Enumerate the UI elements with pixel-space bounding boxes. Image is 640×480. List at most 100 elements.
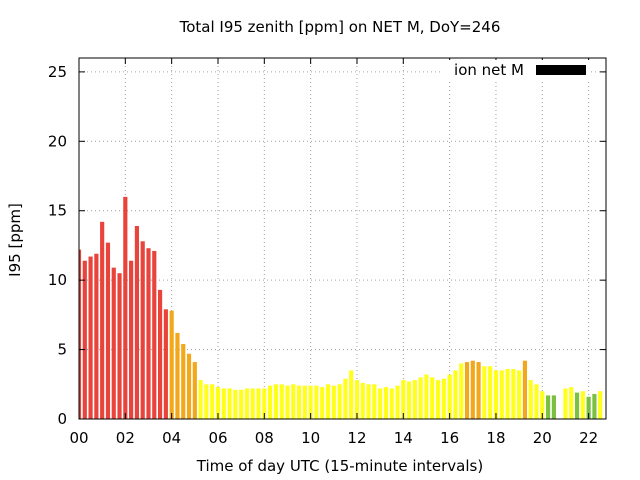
bar	[592, 394, 597, 419]
bar	[372, 384, 377, 419]
bar	[540, 391, 545, 419]
legend-label: ion net M	[454, 61, 524, 79]
bar	[79, 249, 82, 419]
bar	[534, 384, 539, 419]
bar	[412, 380, 417, 419]
bar	[140, 241, 145, 419]
bar	[100, 221, 105, 419]
bar	[210, 384, 215, 419]
bars	[79, 196, 603, 419]
bar	[250, 388, 255, 419]
bar	[366, 384, 371, 419]
bar	[476, 362, 481, 419]
bar	[291, 384, 296, 419]
bar	[233, 389, 238, 419]
bar	[296, 385, 302, 419]
bar	[354, 380, 360, 419]
bar	[215, 387, 221, 419]
y-axis-label: I95 [ppm]	[6, 203, 24, 277]
bar	[163, 309, 168, 419]
bar	[517, 370, 522, 419]
bar	[157, 289, 163, 419]
bar	[563, 388, 568, 419]
bar	[383, 387, 389, 419]
x-tick-label: 20	[533, 429, 552, 447]
bar	[129, 260, 134, 419]
bar	[580, 391, 585, 419]
bar	[105, 242, 111, 419]
bar	[337, 384, 342, 419]
chart-title: Total I95 zenith [ppm] on NET M, DoY=246	[179, 18, 501, 36]
bar	[569, 387, 574, 419]
bar	[186, 353, 192, 419]
bar	[325, 384, 331, 419]
bar	[221, 388, 226, 419]
bar	[499, 370, 504, 419]
grid	[79, 58, 606, 419]
bar	[146, 248, 151, 419]
bar	[464, 362, 470, 419]
legend: ion net M	[440, 60, 590, 80]
bar	[528, 380, 533, 419]
bar	[244, 388, 250, 419]
bar	[204, 384, 209, 419]
legend-swatch	[536, 65, 586, 75]
bar	[285, 385, 290, 419]
x-tick-label: 18	[486, 429, 505, 447]
y-tick-label: 25	[48, 63, 67, 81]
x-tick-label: 04	[162, 429, 181, 447]
bar	[488, 366, 493, 419]
bar	[505, 369, 510, 419]
y-tick-label: 15	[48, 202, 67, 220]
bar	[94, 253, 99, 419]
bar	[349, 370, 354, 419]
bar	[302, 385, 307, 419]
x-tick-label: 10	[301, 429, 320, 447]
bar	[401, 380, 406, 419]
bar	[470, 360, 475, 419]
y-tick-label: 20	[48, 132, 67, 150]
bar	[134, 226, 139, 419]
x-tick-label: 12	[347, 429, 366, 447]
bar	[175, 332, 180, 419]
bar	[88, 256, 93, 419]
x-tick-label: 08	[255, 429, 274, 447]
bar	[227, 388, 232, 419]
bar	[598, 391, 603, 419]
x-tick-label: 14	[394, 429, 413, 447]
bar	[256, 388, 261, 419]
axis-ticks: 00 02 04 06 08 10 12 14 16 18 20 22 0 5 10 15 20 25	[48, 58, 606, 447]
bar	[511, 369, 516, 419]
y-tick-label: 5	[57, 341, 67, 359]
x-tick-label: 02	[116, 429, 135, 447]
bar	[273, 384, 278, 419]
bar	[331, 385, 336, 419]
bar	[407, 381, 412, 419]
bar	[360, 382, 365, 419]
bar	[389, 388, 394, 419]
bar	[522, 360, 528, 419]
bar	[123, 196, 128, 419]
bar	[418, 377, 423, 419]
bar	[239, 389, 244, 419]
bar	[447, 374, 452, 419]
bar	[198, 380, 203, 419]
bar	[169, 310, 174, 419]
bar	[453, 370, 458, 419]
bar	[181, 344, 186, 419]
bar	[320, 387, 325, 419]
plot-frame	[78, 57, 607, 420]
bar	[586, 396, 591, 419]
y-tick-label: 10	[48, 271, 67, 289]
bar	[424, 374, 429, 419]
bar	[482, 366, 487, 419]
bar	[435, 380, 441, 419]
y-tick-label: 0	[57, 410, 67, 428]
bar	[117, 273, 122, 419]
bar	[395, 385, 400, 419]
bar	[343, 378, 348, 419]
bar	[268, 385, 273, 419]
x-tick-label: 16	[440, 429, 459, 447]
bar	[459, 363, 464, 419]
